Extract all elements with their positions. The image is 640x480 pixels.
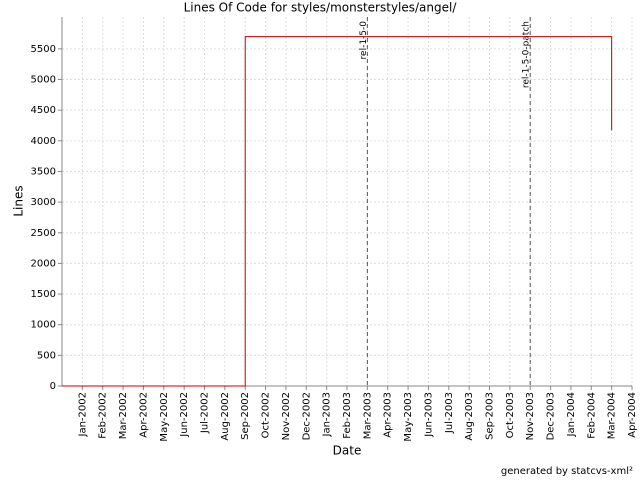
chart-title: Lines Of Code for styles/monsterstyles/a… (184, 1, 458, 15)
x-tick-label: Aug-2002 (220, 392, 231, 441)
y-tick-label: 2500 (31, 228, 56, 239)
x-tick-label: Apr-2002 (138, 392, 149, 438)
x-tick-label: Nov-2003 (525, 392, 536, 440)
x-tick-label: Sep-2002 (240, 392, 251, 440)
marker-label: rel-1-5-0 (359, 21, 369, 60)
x-tick-label: Sep-2003 (485, 392, 496, 440)
x-tick-label: Nov-2002 (281, 392, 292, 440)
x-tick-label: May-2003 (403, 392, 414, 442)
x-tick-label: Oct-2003 (505, 392, 516, 438)
x-axis-label: Date (333, 444, 362, 458)
x-tick-label: Mar-2004 (607, 392, 618, 439)
y-tick-label: 2000 (31, 258, 56, 269)
x-tick-label: Jan-2002 (77, 392, 88, 437)
x-tick-label: Jan-2003 (322, 392, 333, 437)
x-tick-label: Feb-2003 (342, 392, 353, 439)
y-tick-label: 3500 (31, 166, 56, 177)
x-tick-label: Dec-2002 (301, 392, 312, 440)
x-tick-label: Apr-2004 (627, 392, 638, 438)
y-tick-label: 1000 (31, 320, 56, 331)
y-tick-label: 4500 (31, 105, 56, 116)
x-tick-label: Apr-2003 (383, 392, 394, 438)
x-tick-label: May-2002 (159, 392, 170, 442)
x-tick-label: Jul-2003 (444, 392, 455, 434)
y-tick-label: 5000 (31, 75, 56, 86)
x-tick-label: Jun-2003 (423, 392, 434, 438)
y-tick-label: 500 (37, 350, 56, 361)
marker-label: rel-1-5-0-patch (522, 21, 532, 88)
y-axis-label: Lines (12, 185, 26, 216)
x-tick-label: Jun-2002 (179, 392, 190, 438)
x-tick-label: Mar-2002 (118, 392, 129, 439)
x-tick-label: Oct-2002 (261, 392, 272, 438)
y-tick-label: 4000 (31, 136, 56, 147)
data-line (62, 36, 613, 387)
y-tick-label: 3000 (31, 197, 56, 208)
x-tick-label: Jul-2002 (200, 392, 211, 434)
y-tick-label: 0 (50, 381, 56, 392)
x-tick-label: Feb-2004 (586, 392, 597, 439)
x-tick-label: Jan-2004 (566, 392, 577, 437)
x-tick-label: Feb-2002 (98, 392, 109, 439)
x-tick-label: Dec-2003 (546, 392, 557, 440)
y-tick-label: 1500 (31, 289, 56, 300)
x-tick-label: Mar-2003 (362, 392, 373, 439)
x-tick-label: Aug-2003 (464, 392, 475, 441)
y-tick-label: 5500 (31, 44, 56, 55)
footer: generated by statcvs-xml² (501, 466, 633, 477)
